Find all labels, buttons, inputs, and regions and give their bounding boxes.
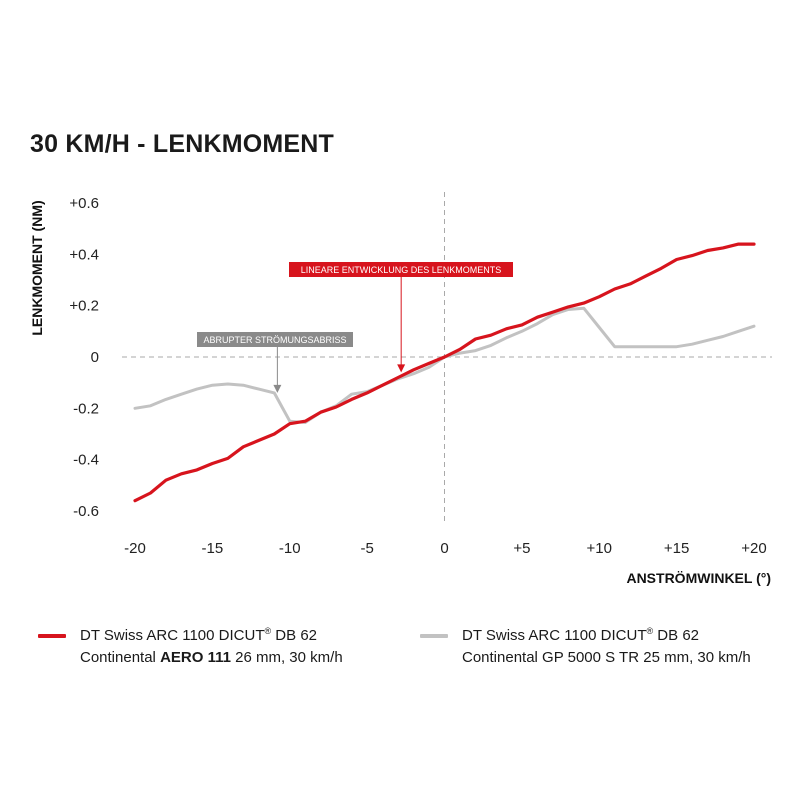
legend-swatch-red — [38, 634, 66, 638]
series-line-gp5000 — [133, 306, 756, 424]
y-tick-label: -0.6 — [73, 503, 99, 520]
x-tick-label: 0 — [440, 540, 448, 557]
callout-linear-arrowhead — [397, 364, 406, 373]
callout-stall-arrowhead — [273, 384, 282, 393]
callouts: LINEARE ENTWICKLUNG DES LENKMOMENTS ABRUP… — [197, 262, 513, 393]
x-tick-label: -10 — [279, 540, 301, 557]
legend-gray-line2: Continental GP 5000 S TR 25 mm, 30 km/h — [462, 649, 751, 666]
legend-gray-line1: DT Swiss ARC 1100 DICUT® DB 62 — [462, 626, 699, 645]
x-axis-title: ANSTRÖMWINKEL (°) — [626, 570, 771, 586]
x-axis-ticks: -20 -15 -10 -5 0 +5 +10 +15 +20 — [124, 540, 767, 557]
y-axis-title: LENKMOMENT (NM) — [29, 200, 45, 335]
callout-linear-box — [289, 262, 513, 277]
legend-swatch-gray — [420, 634, 448, 638]
y-tick-label: -0.2 — [73, 400, 99, 417]
legend-red-line1: DT Swiss ARC 1100 DICUT® DB 62 — [80, 626, 317, 645]
x-tick-label: -15 — [202, 540, 224, 557]
x-tick-label: -20 — [124, 540, 146, 557]
x-tick-label: +20 — [741, 540, 766, 557]
y-tick-label: 0 — [91, 349, 99, 366]
callout-stall-label: ABRUPTER STRÖMUNGSABRISS — [203, 335, 346, 345]
series-line-aero — [133, 242, 756, 503]
callout-linear-label: LINEARE ENTWICKLUNG DES LENKMOMENTS — [301, 265, 502, 275]
x-tick-label: +5 — [513, 540, 530, 557]
x-tick-label: -5 — [360, 540, 373, 557]
x-tick-label: +15 — [664, 540, 689, 557]
y-tick-label: +0.2 — [69, 298, 99, 315]
chart-title: 30 KM/H - LENKMOMENT — [30, 130, 334, 158]
x-tick-label: +10 — [587, 540, 612, 557]
y-tick-label: +0.4 — [69, 246, 99, 263]
legend-red-line2: Continental AERO 111 26 mm, 30 km/h — [80, 649, 343, 666]
y-axis-ticks: +0.6 +0.4 +0.2 0 -0.2 -0.4 -0.6 — [69, 195, 99, 520]
y-tick-label: -0.4 — [73, 452, 99, 469]
y-tick-label: +0.6 — [69, 195, 99, 212]
series-layer — [133, 242, 756, 503]
callout-stall-box — [197, 332, 353, 347]
